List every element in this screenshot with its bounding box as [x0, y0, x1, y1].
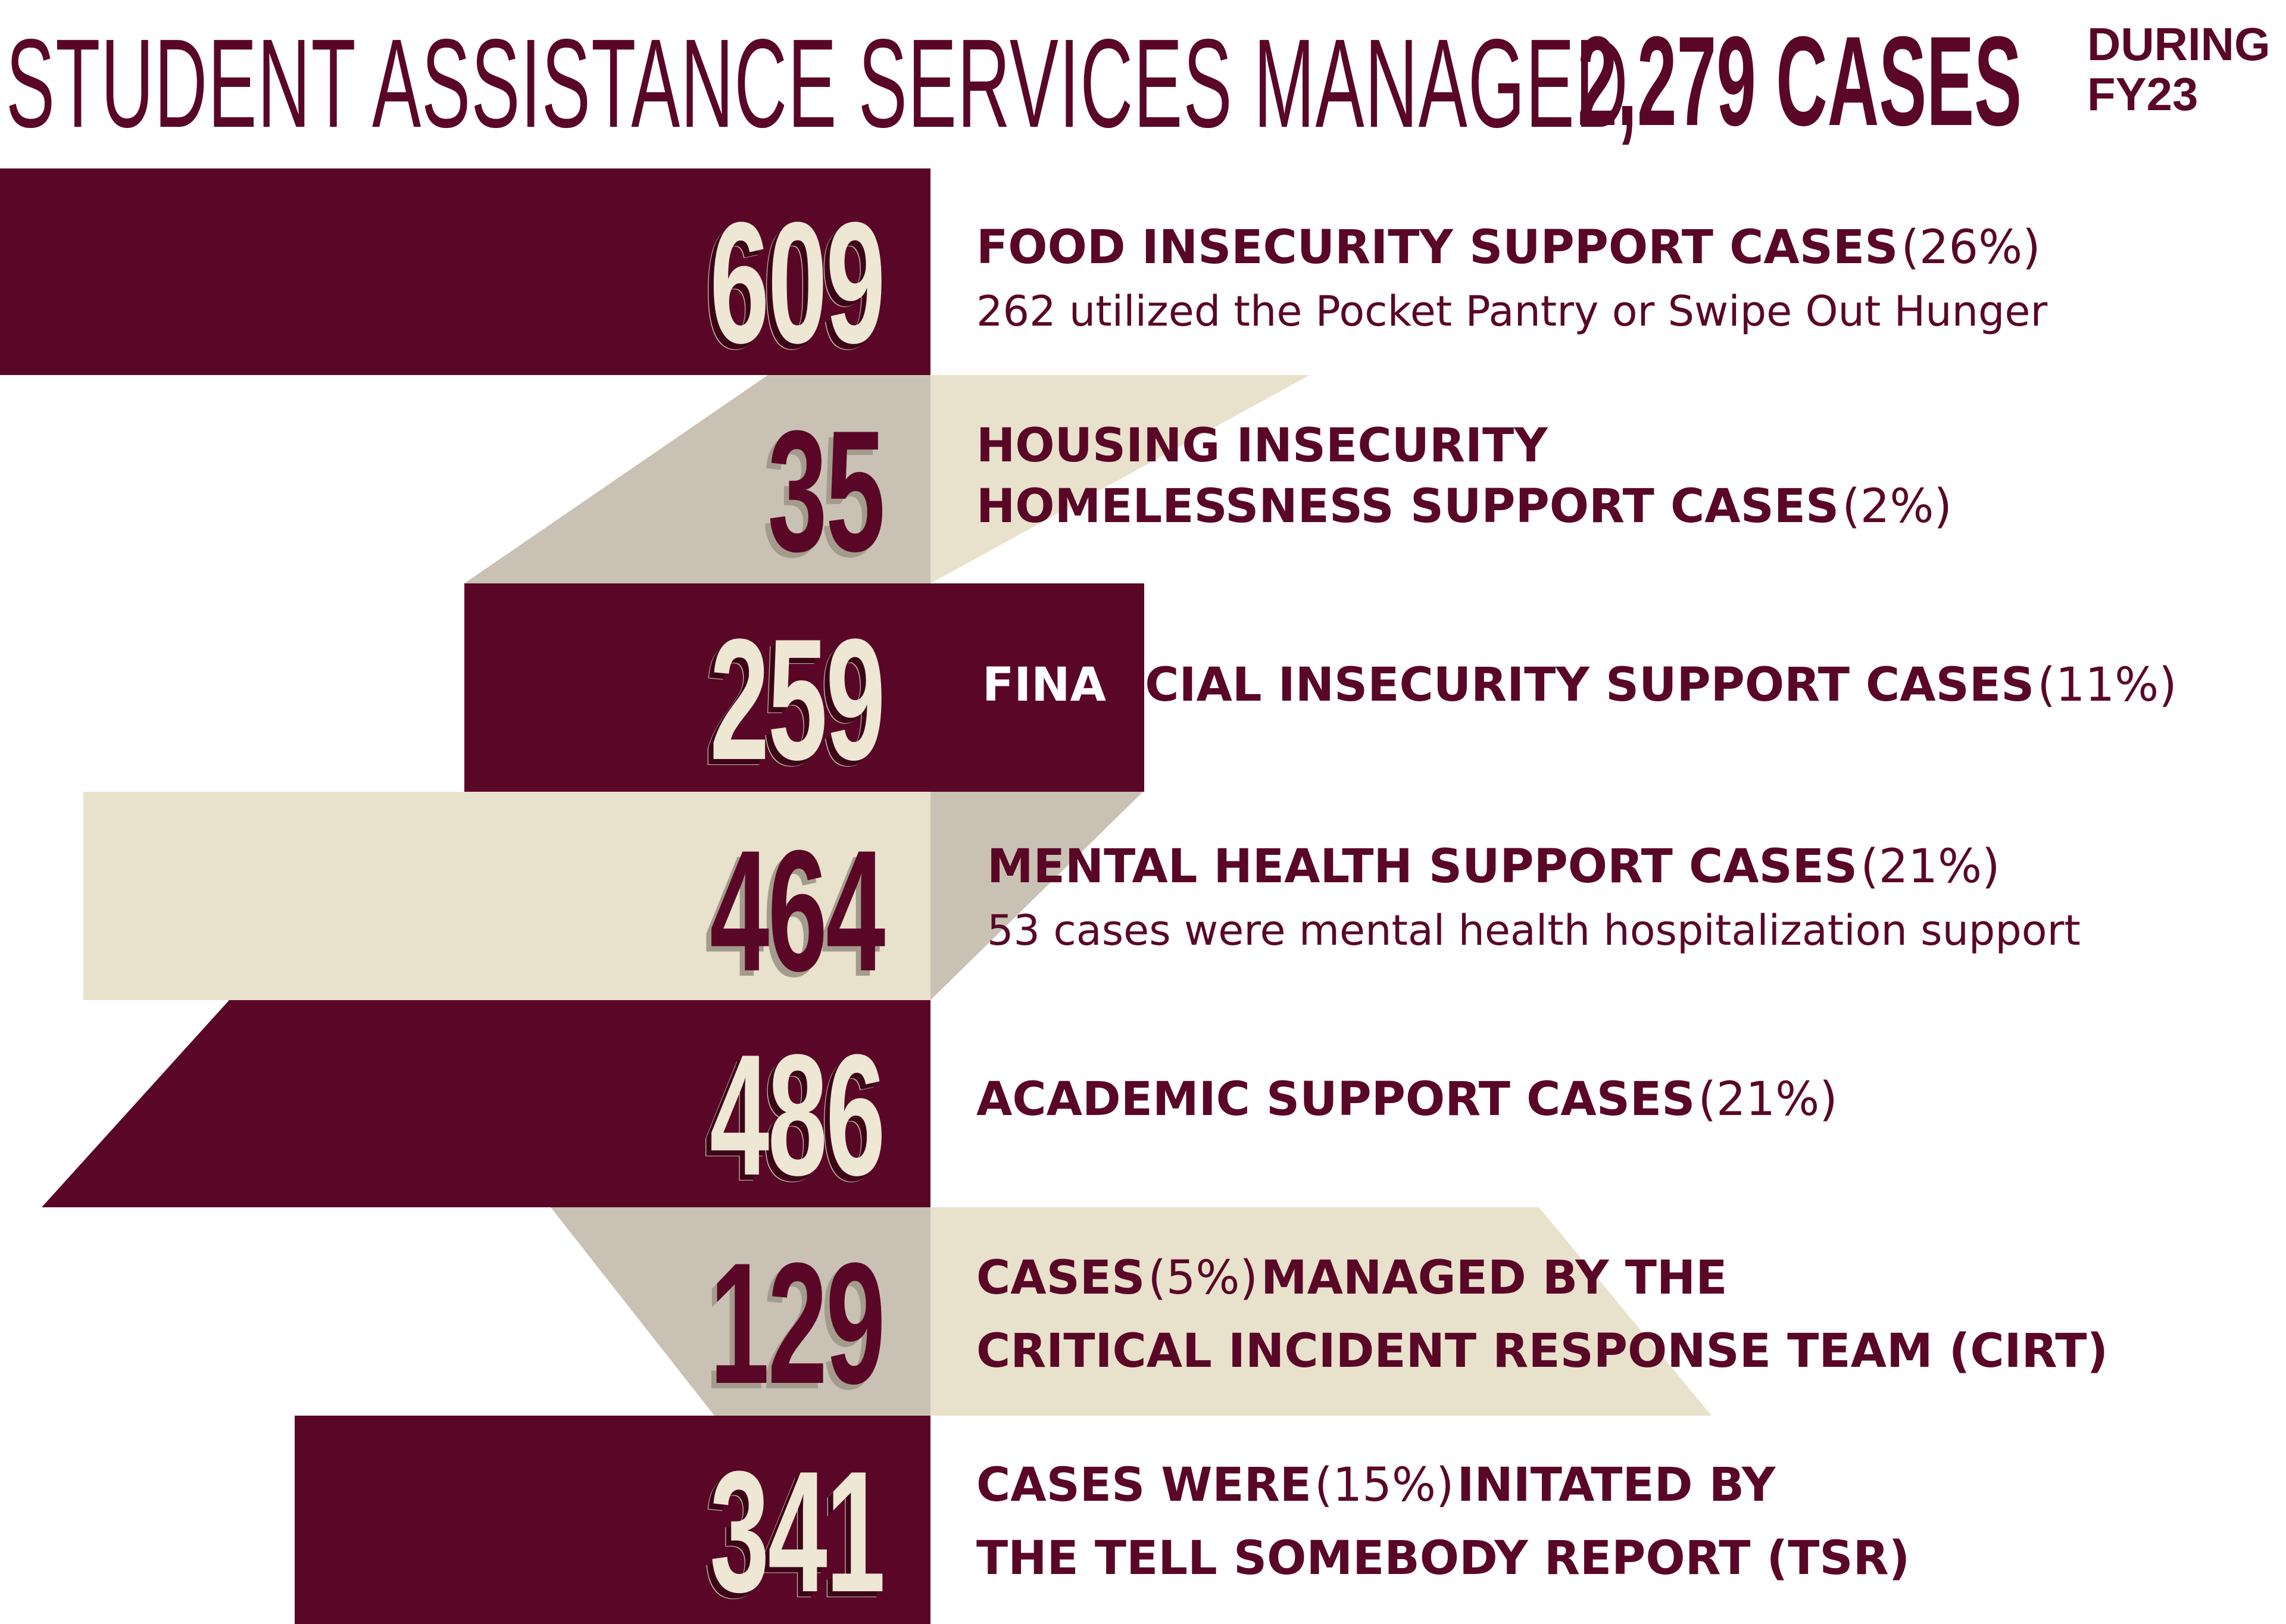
- label-mental-title: MENTAL HEALTH SUPPORT CASES: [987, 840, 1858, 894]
- band-tsr: [295, 1416, 930, 1624]
- label-tsr-pct: (15%): [1314, 1459, 1454, 1512]
- label-food-pct: (26%): [1901, 221, 2041, 274]
- headline-prefix: STUDENT ASSISTANCE SERVICES MANAGED: [6, 13, 1629, 154]
- label-housing: HOUSING INSECURITY HOMELESSNESS SUPPORT …: [976, 416, 1952, 549]
- headline-total: 2,279 CASES: [1578, 10, 2022, 152]
- headline-during-line2: FY23: [2087, 68, 2198, 120]
- label-cirt: CASES (5%) MANAGED BY THE CRITICAL INCID…: [976, 1248, 2108, 1382]
- label-academic-title: ACADEMIC SUPPORT CASES: [976, 1073, 1695, 1126]
- headline-during: DURING FY23: [2087, 19, 2271, 119]
- band-cirt: [930, 1207, 1712, 1416]
- label-cirt-a: CASES: [976, 1251, 1145, 1305]
- label-financial-title-rest: NCIAL INSECURITY SUPPORT CASES: [1105, 658, 2035, 712]
- label-tsr-line2: THE TELL SOMEBODY REPORT (TSR): [976, 1532, 1910, 1585]
- connector-financial-mental: [930, 792, 1143, 1000]
- label-cirt-line2: CRITICAL INCIDENT RESPONSE TEAM (CIRT): [976, 1325, 2109, 1378]
- label-housing-line1: HOUSING INSECURITY: [976, 419, 1548, 473]
- band-food: [0, 168, 930, 375]
- label-food-sub: 262 utilized the Pocket Pantry or Swipe …: [976, 287, 2048, 336]
- label-academic: ACADEMIC SUPPORT CASES (21%): [976, 1069, 1838, 1142]
- headline: STUDENT ASSISTANCE SERVICES MANAGED 2,27…: [0, 0, 2286, 154]
- connector-academic-cirt: [551, 1207, 930, 1416]
- label-food-title: FOOD INSECURITY SUPPORT CASES: [976, 221, 1898, 274]
- label-financial: FINANCIAL INSECURITY SUPPORT CASES (11%): [982, 655, 2177, 728]
- value-tsr: 341: [710, 1435, 885, 1624]
- band-financial: [464, 583, 1144, 792]
- label-tsr-a: CASES WERE: [976, 1459, 1312, 1512]
- value-housing: 35: [767, 395, 886, 588]
- band-academic: [42, 1000, 930, 1207]
- value-food: 609: [710, 186, 885, 379]
- value-academic: 486: [710, 1019, 885, 1211]
- label-financial-title-text: FINANCIAL INSECURITY SUPPORT CASES: [982, 658, 2034, 712]
- label-tsr: CASES WERE (15%) INITATED BY THE TELL SO…: [976, 1455, 1910, 1589]
- label-housing-line2: HOMELESSNESS SUPPORT CASES: [976, 480, 1840, 533]
- label-mental-sub: 53 cases were mental health hospitalizat…: [987, 906, 2081, 955]
- label-financial-title-on-band: FINA: [982, 658, 1106, 712]
- label-mental-pct: (21%): [1860, 840, 2000, 894]
- label-tsr-b: INITATED BY: [1457, 1459, 1776, 1512]
- headline-during-line1: DURING: [2087, 18, 2271, 70]
- label-mental: MENTAL HEALTH SUPPORT CASES (21%) 53 cas…: [987, 836, 2081, 955]
- label-food: FOOD INSECURITY SUPPORT CASES (26%) 262 …: [976, 217, 2047, 336]
- label-financial-title: FINANCIAL INSECURITY SUPPORT CASES: [982, 658, 2034, 712]
- value-financial: 259: [710, 603, 885, 796]
- connector-food-financial: [464, 375, 930, 583]
- value-mental: 464: [710, 814, 885, 1007]
- band-housing: [930, 375, 1310, 583]
- value-cirt: 129: [710, 1227, 885, 1420]
- band-mental: [83, 792, 930, 1000]
- label-housing-pct: (2%): [1842, 480, 1952, 533]
- label-cirt-pct: (5%): [1148, 1251, 1258, 1305]
- label-cirt-b: MANAGED BY THE: [1261, 1251, 1728, 1305]
- label-financial-pct: (11%): [2037, 658, 2177, 712]
- label-academic-pct: (21%): [1698, 1073, 1838, 1126]
